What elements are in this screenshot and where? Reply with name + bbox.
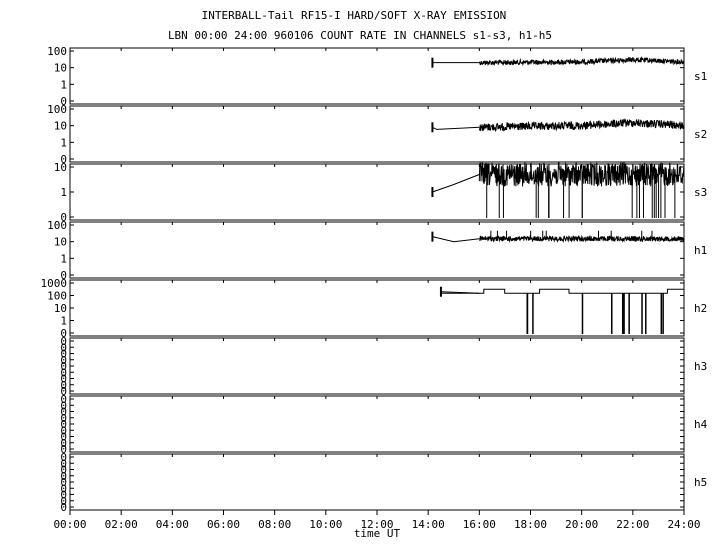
channel-label-h1: h1 bbox=[694, 244, 707, 257]
panel-frame-s1 bbox=[69, 47, 685, 105]
x-tick-label: 24:00 bbox=[667, 518, 700, 531]
y-tick-label-h4: 0 bbox=[60, 393, 67, 406]
x-tick-label: 00:00 bbox=[53, 518, 86, 531]
y-tick-label-h5: 0 bbox=[60, 495, 67, 508]
y-tick-label-h4: 0 bbox=[60, 399, 67, 412]
channel-label-s3: s3 bbox=[694, 186, 707, 199]
y-tick-label-h3: 0 bbox=[60, 348, 67, 361]
y-tick-label-h5: 0 bbox=[60, 501, 67, 514]
channel-label-h2: h2 bbox=[694, 302, 707, 315]
y-tick-label-h3: 0 bbox=[60, 379, 67, 392]
x-tick-label: 04:00 bbox=[156, 518, 189, 531]
chart-subtitle: LBN 00:00 24:00 960106 COUNT RATE IN CHA… bbox=[168, 29, 552, 42]
y-tick-label-h4: 0 bbox=[60, 443, 67, 456]
panel-frame-h3 bbox=[69, 337, 685, 395]
y-tick-label-h3: 0 bbox=[60, 341, 67, 354]
channel-label-h4: h4 bbox=[694, 418, 708, 431]
y-tick-label-s2: 10 bbox=[54, 120, 67, 133]
series-line-s3 bbox=[432, 174, 480, 193]
y-tick-label-h3: 0 bbox=[60, 366, 67, 379]
panel-frame-h2 bbox=[69, 279, 685, 337]
x-tick-label: 10:00 bbox=[309, 518, 342, 531]
y-tick-label-h1: 100 bbox=[47, 219, 67, 232]
y-tick-label-h3: 0 bbox=[60, 360, 67, 373]
chart-title: INTERBALL-Tail RF15-I HARD/SOFT X-RAY EM… bbox=[202, 9, 507, 22]
y-tick-label-h2: 10 bbox=[54, 302, 67, 315]
series-line-h1 bbox=[432, 236, 480, 243]
y-tick-label-s1: 100 bbox=[47, 45, 67, 58]
y-tick-label-h5: 0 bbox=[60, 476, 67, 489]
y-tick-label-s2: 0 bbox=[60, 153, 67, 166]
x-tick-label: 16:00 bbox=[463, 518, 496, 531]
x-tick-label: 18:00 bbox=[514, 518, 547, 531]
y-tick-label-h4: 0 bbox=[60, 406, 67, 419]
y-tick-label-h5: 0 bbox=[60, 451, 67, 464]
y-tick-label-h3: 0 bbox=[60, 385, 67, 398]
panel-frame-h4 bbox=[69, 395, 685, 453]
y-tick-label-h5: 0 bbox=[60, 489, 67, 502]
x-tick-label: 20:00 bbox=[565, 518, 598, 531]
y-tick-label-h1: 1 bbox=[60, 252, 67, 265]
series-noise-s2 bbox=[478, 117, 685, 133]
x-tick-label: 06:00 bbox=[207, 518, 240, 531]
series-noise-s1 bbox=[478, 55, 685, 67]
y-tick-label-h2: 0 bbox=[60, 327, 67, 340]
series-line-s2 bbox=[432, 126, 480, 130]
y-tick-label-h4: 0 bbox=[60, 431, 67, 444]
panel-frame-h5 bbox=[69, 453, 685, 511]
y-tick-label-h3: 0 bbox=[60, 354, 67, 367]
panels-group: 1001010s11001010s21010s31001010h11000100… bbox=[41, 45, 708, 514]
y-tick-label-h1: 10 bbox=[54, 236, 67, 249]
y-tick-label-h5: 0 bbox=[60, 470, 67, 483]
y-tick-label-h4: 0 bbox=[60, 437, 67, 450]
y-tick-label-h3: 0 bbox=[60, 373, 67, 386]
y-tick-label-s2: 1 bbox=[60, 136, 67, 149]
y-tick-label-h4: 0 bbox=[60, 424, 67, 437]
y-tick-label-h4: 0 bbox=[60, 418, 67, 431]
y-tick-label-s3: 10 bbox=[54, 161, 67, 174]
x-tick-label: 08:00 bbox=[258, 518, 291, 531]
y-tick-label-h3: 0 bbox=[60, 335, 67, 348]
y-tick-label-h4: 0 bbox=[60, 412, 67, 425]
channel-label-s2: s2 bbox=[694, 128, 707, 141]
x-axis: 00:00 02:00 04:00 06:00 08:00 10:00 12:00 14:00… bbox=[53, 48, 701, 531]
y-tick-label-s3: 1 bbox=[60, 186, 67, 199]
y-tick-label-s1: 1 bbox=[60, 78, 67, 91]
panel-frame-s2 bbox=[69, 105, 685, 163]
y-tick-label-s1: 0 bbox=[60, 95, 67, 108]
y-tick-label-h5: 0 bbox=[60, 482, 67, 495]
y-tick-label-h5: 0 bbox=[60, 464, 67, 477]
y-tick-label-h2: 1000 bbox=[41, 277, 68, 290]
channel-label-s1: s1 bbox=[694, 70, 707, 83]
channel-label-h3: h3 bbox=[694, 360, 707, 373]
x-tick-label: 14:00 bbox=[412, 518, 445, 531]
y-tick-label-s3: 0 bbox=[60, 211, 67, 224]
y-tick-label-s1: 10 bbox=[54, 62, 67, 75]
x-tick-label: 02:00 bbox=[105, 518, 138, 531]
panel-frame-h1 bbox=[69, 221, 685, 279]
y-tick-label-h1: 0 bbox=[60, 269, 67, 282]
y-tick-label-h2: 100 bbox=[47, 290, 67, 303]
series-steps-h2 bbox=[440, 288, 684, 294]
x-axis-label: time UT bbox=[354, 527, 401, 540]
y-tick-label-s2: 100 bbox=[47, 103, 67, 116]
x-tick-label: 12:00 bbox=[360, 518, 393, 531]
series-noise-h1 bbox=[479, 234, 685, 244]
channel-label-h5: h5 bbox=[694, 476, 707, 489]
y-tick-label-h2: 1 bbox=[60, 315, 67, 328]
x-tick-label: 22:00 bbox=[616, 518, 649, 531]
y-tick-label-h5: 0 bbox=[60, 457, 67, 470]
